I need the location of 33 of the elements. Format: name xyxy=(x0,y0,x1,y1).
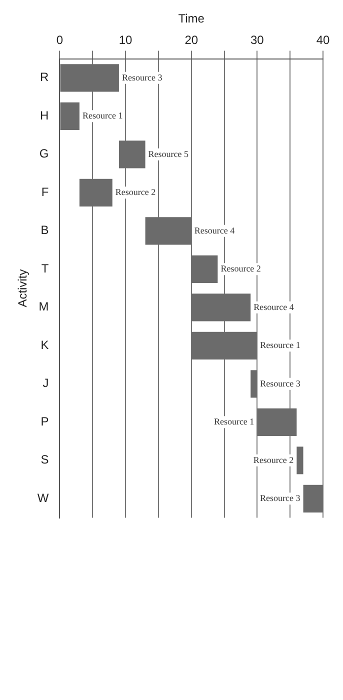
data-label: Resource 5 xyxy=(148,148,190,159)
y-tick-label: P xyxy=(40,414,49,428)
y-tick-label: T xyxy=(41,261,50,276)
y-tick-label: H xyxy=(40,108,49,122)
data-label: Resource 1 xyxy=(214,416,254,427)
y-tick-label: K xyxy=(40,338,49,352)
y-tick-label: S xyxy=(40,452,49,467)
bar xyxy=(60,102,80,130)
data-label: Resource 2 xyxy=(115,187,156,198)
y-tick-label: G xyxy=(39,146,49,161)
y-tick-label: B xyxy=(40,223,49,238)
y-tick-label: J xyxy=(42,376,49,390)
data-label: Resource 3 xyxy=(122,72,163,82)
x-axis-title: Time xyxy=(178,12,205,26)
y-tick-label: R xyxy=(40,70,50,84)
y-tick-label: F xyxy=(41,184,49,199)
x-tick-label: 40 xyxy=(316,32,330,47)
data-label: Resource 1 xyxy=(260,340,300,350)
y-tick-label: M xyxy=(38,300,49,314)
x-tick-label: 30 xyxy=(250,32,264,47)
data-label: Resource 4 xyxy=(254,302,294,312)
data-label: Resource 2 xyxy=(220,264,261,274)
data-label: Resource 4 xyxy=(194,225,236,236)
data-label: Resource 3 xyxy=(260,378,301,388)
x-tick-label: 20 xyxy=(184,32,198,47)
x-tick-label: 0 xyxy=(56,32,64,47)
data-label: Resource 1 xyxy=(82,110,123,121)
data-label: Resource 2 xyxy=(253,454,294,465)
x-tick-label: 10 xyxy=(118,32,133,47)
data-label: Resource 3 xyxy=(260,493,301,504)
y-tick-label: W xyxy=(37,490,50,505)
y-axis-title: Activity xyxy=(16,269,30,308)
bar xyxy=(296,446,304,474)
